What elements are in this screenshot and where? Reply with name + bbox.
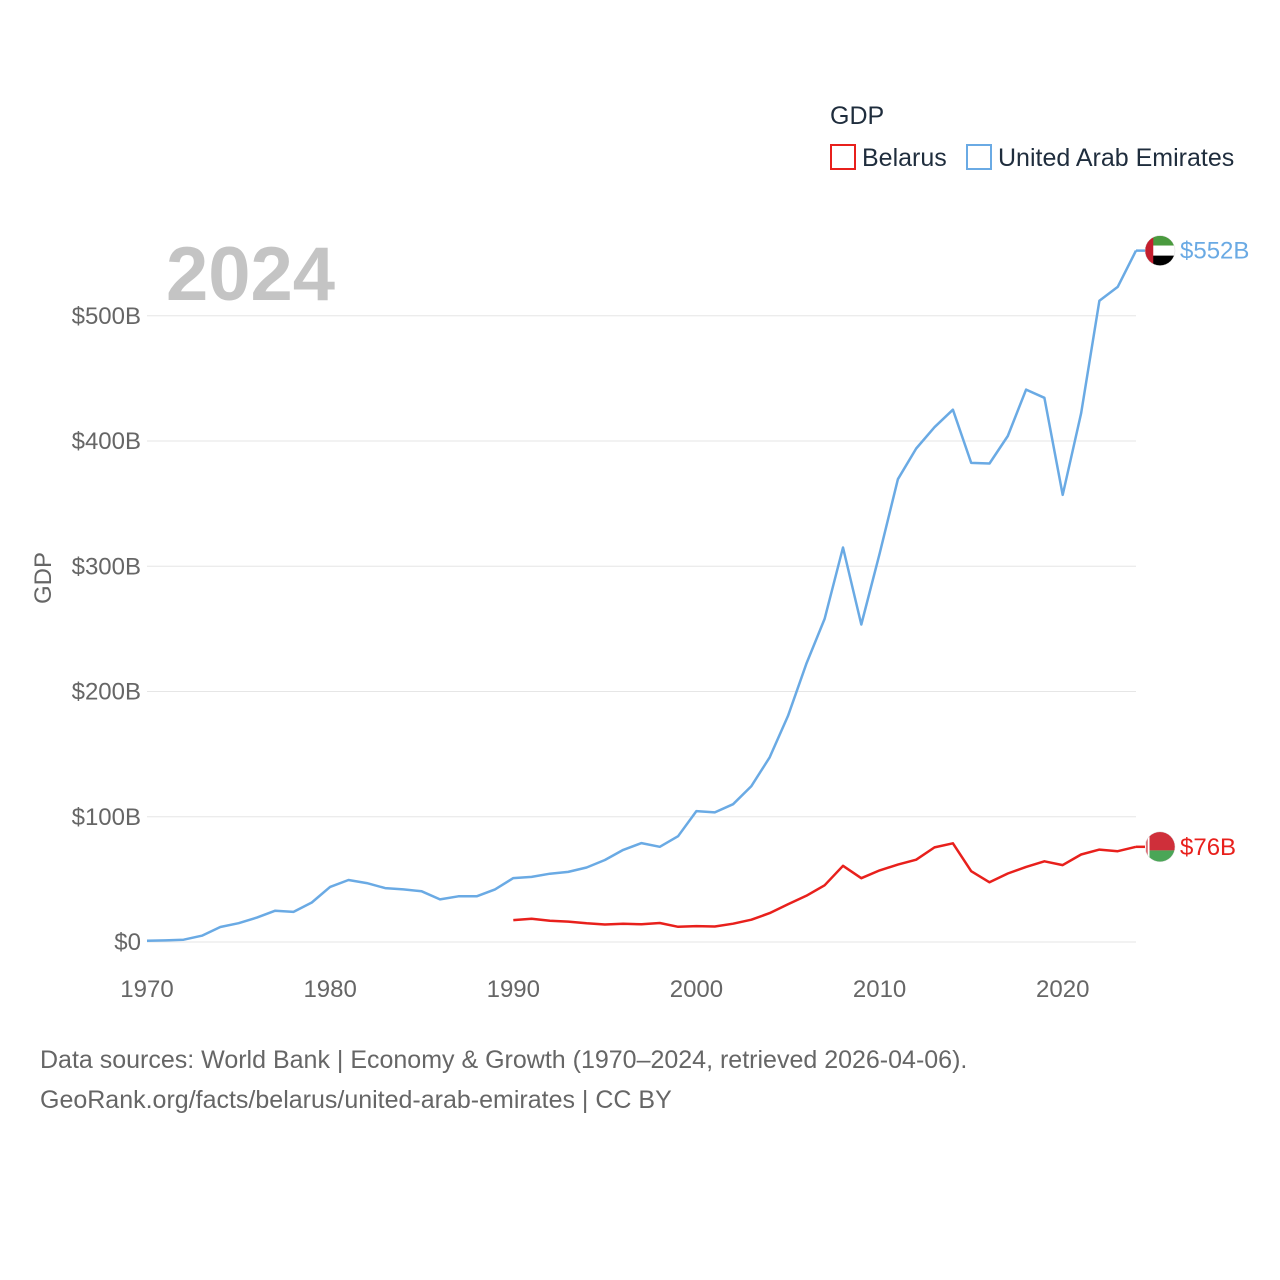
x-tick-label-0: 1970 [120, 976, 173, 1003]
y-tick-label-5: $500B [72, 303, 141, 330]
legend-swatch-belarus [830, 144, 856, 170]
x-axis-ticks: 1970 1980 1990 2000 2010 2020 [120, 976, 1089, 1003]
data-source-text: Data sources: World Bank | Economy & Gro… [40, 1046, 968, 1074]
y-axis-ticks: $0 $100B $200B $300B $400B $500B [72, 303, 141, 956]
uae-flag-icon [1145, 235, 1175, 266]
gdp-line-chart: $0 $100B $200B $300B $400B $500B 1970 1980 1990… [30, 102, 1249, 1003]
x-tick-label-4: 2010 [853, 976, 906, 1003]
end-value-label-belarus: $76B [1180, 834, 1236, 861]
y-tick-label-1: $100B [72, 804, 141, 831]
x-tick-label-1: 1980 [303, 976, 356, 1003]
series-line-belarus [513, 842, 1137, 929]
end-markers: $552B $76B [1136, 235, 1249, 863]
end-value-label-united-arab-emirates: $552B [1180, 238, 1249, 265]
gridlines [147, 315, 1136, 943]
x-tick-label-5: 2020 [1036, 976, 1089, 1003]
legend-label-uae: United Arab Emirates [998, 144, 1234, 172]
legend: GDP Belarus United Arab Emirates [830, 102, 1234, 172]
x-tick-label-2: 1990 [487, 976, 540, 1003]
legend-title: GDP [830, 102, 884, 130]
legend-item-belarus[interactable]: Belarus [830, 144, 947, 172]
y-tick-label-4: $400B [72, 428, 141, 455]
legend-swatch-uae [966, 144, 992, 170]
y-tick-label-3: $300B [72, 553, 141, 580]
series-lines [146, 250, 1138, 942]
y-tick-label-0: $0 [114, 929, 141, 956]
source-link[interactable]: GeoRank.org/facts/belarus/united-arab-em… [40, 1086, 672, 1114]
legend-item-uae[interactable]: United Arab Emirates [966, 144, 1234, 172]
footer: Data sources: World Bank | Economy & Gro… [40, 1040, 967, 1120]
belarus-flag-icon [1145, 831, 1175, 862]
legend-label-belarus: Belarus [862, 144, 947, 172]
y-tick-label-2: $200B [72, 679, 141, 706]
y-axis-title: GDP [30, 552, 57, 604]
series-line-united-arab-emirates [146, 250, 1138, 942]
x-tick-label-3: 2000 [670, 976, 723, 1003]
year-label: 2024 [166, 232, 335, 317]
